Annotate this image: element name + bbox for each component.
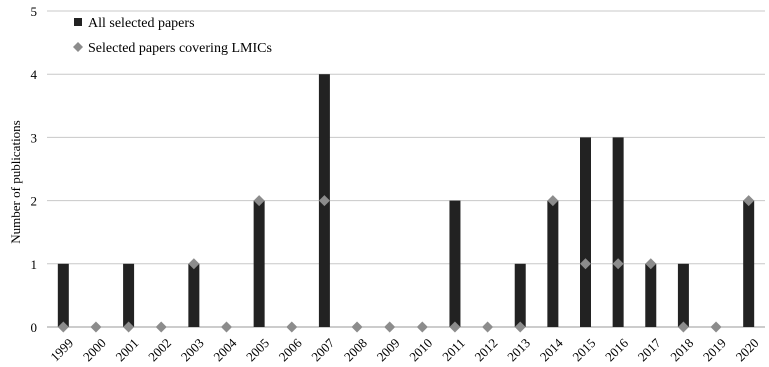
marker-1999 <box>57 321 69 333</box>
x-tick-label: 2011 <box>439 335 468 364</box>
x-tick-label: 2006 <box>276 335 305 364</box>
y-tick-labels: 0 1 2 3 4 5 <box>31 4 38 335</box>
markers <box>57 195 755 333</box>
bar-2011 <box>449 200 461 327</box>
x-tick-label: 2002 <box>145 335 174 364</box>
legend: All selected papers Selected papers cove… <box>73 16 272 56</box>
x-tick-label: 2017 <box>635 335 664 364</box>
bar-2013 <box>514 263 526 327</box>
marker-2011 <box>449 321 461 333</box>
x-tick-label: 2004 <box>210 335 239 364</box>
marker-2017 <box>645 258 657 270</box>
marker-2013 <box>514 321 526 333</box>
marker-2005 <box>253 195 265 207</box>
marker-2014 <box>547 195 559 207</box>
bar-2015 <box>580 137 591 327</box>
x-tick-label: 1999 <box>47 335 76 364</box>
x-tick-label: 2007 <box>308 335 337 364</box>
x-tick-label: 2014 <box>537 335 566 364</box>
y-tick-label: 3 <box>31 130 38 145</box>
x-tick-label: 2016 <box>602 335 631 364</box>
y-tick-label: 5 <box>31 4 38 19</box>
x-tick-label: 2009 <box>374 335 403 364</box>
x-tick-label: 2003 <box>178 335 207 364</box>
legend-bar-swatch <box>74 18 82 26</box>
x-tick-label: 2015 <box>569 335 598 364</box>
bar-2018 <box>677 263 689 327</box>
x-tick-label: 2000 <box>80 335 109 364</box>
marker-2007 <box>318 195 330 207</box>
marker-2016 <box>612 258 624 270</box>
marker-2002 <box>155 321 167 333</box>
x-tick-label: 2018 <box>667 335 696 364</box>
bar-2020 <box>743 200 755 327</box>
y-tick-label: 1 <box>31 257 38 272</box>
marker-2018 <box>677 321 689 333</box>
bar-2016 <box>612 137 624 327</box>
marker-2009 <box>384 321 396 333</box>
marker-2012 <box>482 321 494 333</box>
x-tick-label: 2008 <box>341 335 370 364</box>
marker-2004 <box>221 321 232 333</box>
marker-2020 <box>743 195 755 207</box>
marker-2003 <box>188 258 200 270</box>
bar-2001 <box>123 263 135 327</box>
y-tick-label: 0 <box>31 320 38 335</box>
y-axis-label: Number of publications <box>8 120 23 243</box>
legend-diamond-swatch <box>73 42 83 52</box>
x-tick-label: 2012 <box>472 335 501 364</box>
x-tick-label: 2013 <box>504 335 533 364</box>
legend-label-lmic-papers: Selected papers covering LMICs <box>88 41 272 56</box>
bar-2003 <box>188 263 200 327</box>
marker-2008 <box>351 321 363 333</box>
marker-2015 <box>580 258 591 270</box>
marker-2006 <box>286 321 298 333</box>
x-tick-label: 2005 <box>243 335 272 364</box>
marker-2000 <box>90 321 102 333</box>
x-tick-label: 2019 <box>700 335 729 364</box>
gridlines <box>47 10 765 328</box>
marker-2001 <box>123 321 135 333</box>
bar-2005 <box>253 200 265 327</box>
y-tick-label: 4 <box>31 67 38 82</box>
legend-label-all-papers: All selected papers <box>88 16 195 31</box>
marker-2010 <box>416 321 428 333</box>
bar-2014 <box>547 200 559 327</box>
x-tick-label: 2020 <box>733 335 762 364</box>
marker-2019 <box>710 321 722 333</box>
x-tick-labels: 1999 2000 2001 2002 2003 2004 2005 2006 2007 2008… <box>47 335 761 364</box>
bar-1999 <box>57 263 69 327</box>
x-tick-label: 2001 <box>113 335 142 364</box>
x-tick-label: 2010 <box>406 335 435 364</box>
y-tick-label: 2 <box>31 194 38 209</box>
bar-2017 <box>645 263 657 327</box>
